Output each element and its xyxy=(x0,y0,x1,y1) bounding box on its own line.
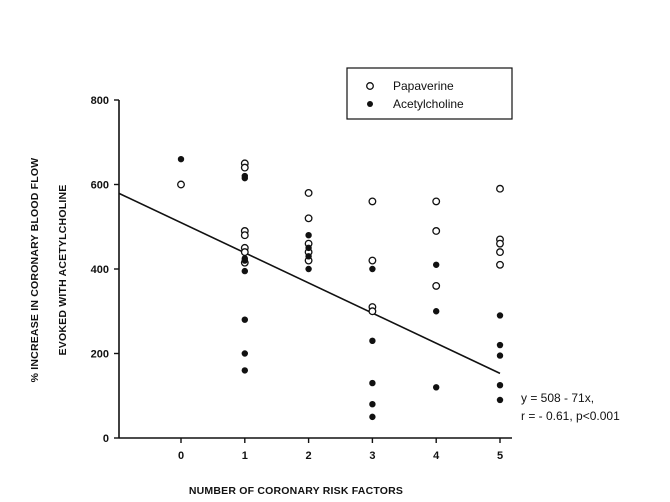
papaverine-point xyxy=(432,227,441,235)
acetylcholine-point xyxy=(241,316,249,323)
papaverine-point xyxy=(368,256,377,265)
x-tick-label: 3 xyxy=(369,450,375,462)
acetylcholine-point xyxy=(369,337,376,345)
acetylcholine-point xyxy=(241,257,249,264)
acetylcholine-point xyxy=(433,308,440,315)
papaverine-point xyxy=(240,248,249,257)
x-tick-label: 5 xyxy=(497,450,503,462)
papaverine-point xyxy=(304,214,313,223)
acetylcholine-point xyxy=(433,384,440,391)
acetylcholine-point xyxy=(305,244,312,252)
x-tick-label: 1 xyxy=(242,450,248,462)
y-axis-title-line-2: EVOKED WITH ACETYLCHOLINE xyxy=(57,185,69,356)
papaverine-point xyxy=(177,180,185,189)
regression-equation: y = 508 - 71x, xyxy=(521,391,594,405)
regression-line xyxy=(118,192,501,375)
regression-statistics: r = - 0.61, p<0.001 xyxy=(521,409,620,423)
legend-papaverine-marker xyxy=(366,82,374,90)
papaverine-point xyxy=(240,163,249,172)
acetylcholine-point xyxy=(496,381,504,389)
acetylcholine-point xyxy=(496,312,504,319)
acetylcholine-point xyxy=(241,267,249,275)
papaverine-point xyxy=(496,239,504,248)
papaverine-point xyxy=(496,260,504,269)
acetylcholine-point xyxy=(305,265,312,273)
acetylcholine-point xyxy=(369,265,376,273)
papaverine-point xyxy=(432,197,441,206)
acetylcholine-point xyxy=(369,401,376,408)
x-tick-label: 4 xyxy=(433,450,440,462)
acetylcholine-point xyxy=(241,350,249,357)
acetylcholine-point xyxy=(433,261,440,268)
acetylcholine-point xyxy=(177,155,185,163)
papaverine-point xyxy=(432,281,441,290)
x-axis-ticks: 0 1 2 3 4 5 xyxy=(178,438,503,462)
legend-papaverine-label: Papaverine xyxy=(393,79,454,93)
acetylcholine-point xyxy=(496,352,504,359)
y-axis-title-line-1: % INCREASE IN CORONARY BLOOD FLOW xyxy=(29,158,41,383)
acetylcholine-point xyxy=(496,396,504,404)
papaverine-point xyxy=(368,307,377,316)
x-tick-label: 0 xyxy=(178,450,184,462)
y-tick-label: 200 xyxy=(91,349,109,361)
acetylcholine-point xyxy=(496,341,504,349)
acetylcholine-point xyxy=(305,232,312,239)
legend-acetylcholine-marker xyxy=(367,101,373,107)
x-tick-label: 2 xyxy=(306,450,312,462)
acetylcholine-point xyxy=(305,253,312,260)
legend-acetylcholine-label: Acetylcholine xyxy=(393,97,464,111)
y-tick-label: 400 xyxy=(91,264,109,276)
y-tick-label: 800 xyxy=(91,95,109,107)
papaverine-point xyxy=(304,188,313,197)
acetylcholine-point xyxy=(241,367,249,374)
papaverine-point xyxy=(240,231,249,240)
acetylcholine-point xyxy=(369,379,376,387)
acetylcholine-point xyxy=(241,174,249,182)
papaverine-point xyxy=(496,184,504,193)
legend: Papaverine Acetylcholine xyxy=(346,67,513,120)
x-axis-title: NUMBER OF CORONARY RISK FACTORS xyxy=(189,485,403,497)
papaverine-point xyxy=(368,197,377,206)
data-points xyxy=(177,155,504,421)
legend-box xyxy=(346,67,513,120)
y-axis-ticks: 0 200 400 600 800 xyxy=(91,95,119,445)
y-tick-label: 600 xyxy=(91,180,109,192)
acetylcholine-point xyxy=(369,413,376,421)
papaverine-point xyxy=(496,248,504,257)
y-tick-label: 0 xyxy=(103,433,109,445)
